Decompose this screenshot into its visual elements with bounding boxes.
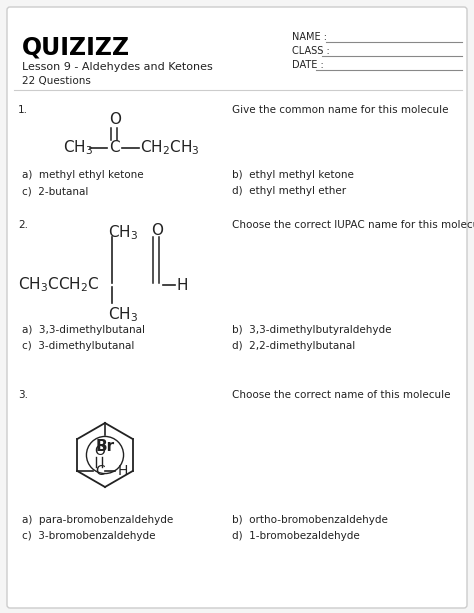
Text: d)  ethyl methyl ether: d) ethyl methyl ether: [232, 186, 346, 196]
FancyBboxPatch shape: [7, 7, 467, 608]
Text: c)  3-bromobenzaldehyde: c) 3-bromobenzaldehyde: [22, 531, 155, 541]
Text: CH$_3$: CH$_3$: [108, 305, 138, 324]
Text: DATE :: DATE :: [292, 60, 324, 70]
Text: Give the common name for this molecule: Give the common name for this molecule: [232, 105, 448, 115]
Text: 22 Questions: 22 Questions: [22, 76, 91, 86]
Text: CLASS :: CLASS :: [292, 46, 330, 56]
Text: H: H: [177, 278, 189, 292]
Text: a)  3,3-dimethylbutanal: a) 3,3-dimethylbutanal: [22, 325, 145, 335]
Text: 1.: 1.: [18, 105, 28, 115]
Text: b)  3,3-dimethylbutyraldehyde: b) 3,3-dimethylbutyraldehyde: [232, 325, 392, 335]
Text: NAME :: NAME :: [292, 32, 327, 42]
Text: CH$_3$: CH$_3$: [63, 139, 93, 158]
Text: b)  ortho-bromobenzaldehyde: b) ortho-bromobenzaldehyde: [232, 515, 388, 525]
Text: 2.: 2.: [18, 220, 28, 230]
Text: CH$_3$CCH$_2$C: CH$_3$CCH$_2$C: [18, 276, 100, 294]
Text: c)  3-dimethylbutanal: c) 3-dimethylbutanal: [22, 341, 134, 351]
Text: CH$_2$CH$_3$: CH$_2$CH$_3$: [140, 139, 200, 158]
Text: C: C: [109, 140, 119, 156]
Text: a)  para-bromobenzaldehyde: a) para-bromobenzaldehyde: [22, 515, 173, 525]
Text: Choose the correct IUPAC name for this molecule: Choose the correct IUPAC name for this m…: [232, 220, 474, 230]
Text: O: O: [94, 444, 105, 458]
Text: Choose the correct name of this molecule: Choose the correct name of this molecule: [232, 390, 450, 400]
Text: CH$_3$: CH$_3$: [108, 223, 138, 242]
Text: d)  1-bromobezaldehyde: d) 1-bromobezaldehyde: [232, 531, 360, 541]
Text: b)  ethyl methyl ketone: b) ethyl methyl ketone: [232, 170, 354, 180]
Text: 3.: 3.: [18, 390, 28, 400]
Text: O: O: [151, 223, 163, 238]
Text: Lesson 9 - Aldehydes and Ketones: Lesson 9 - Aldehydes and Ketones: [22, 62, 213, 72]
Text: QUIZIZZ: QUIZIZZ: [22, 35, 130, 59]
Text: c)  2-butanal: c) 2-butanal: [22, 186, 88, 196]
Text: a)  methyl ethyl ketone: a) methyl ethyl ketone: [22, 170, 144, 180]
Text: H: H: [117, 464, 128, 478]
Text: Br: Br: [95, 439, 115, 454]
Text: d)  2,2-dimethylbutanal: d) 2,2-dimethylbutanal: [232, 341, 355, 351]
Text: C: C: [95, 464, 105, 478]
Text: O: O: [109, 113, 121, 128]
